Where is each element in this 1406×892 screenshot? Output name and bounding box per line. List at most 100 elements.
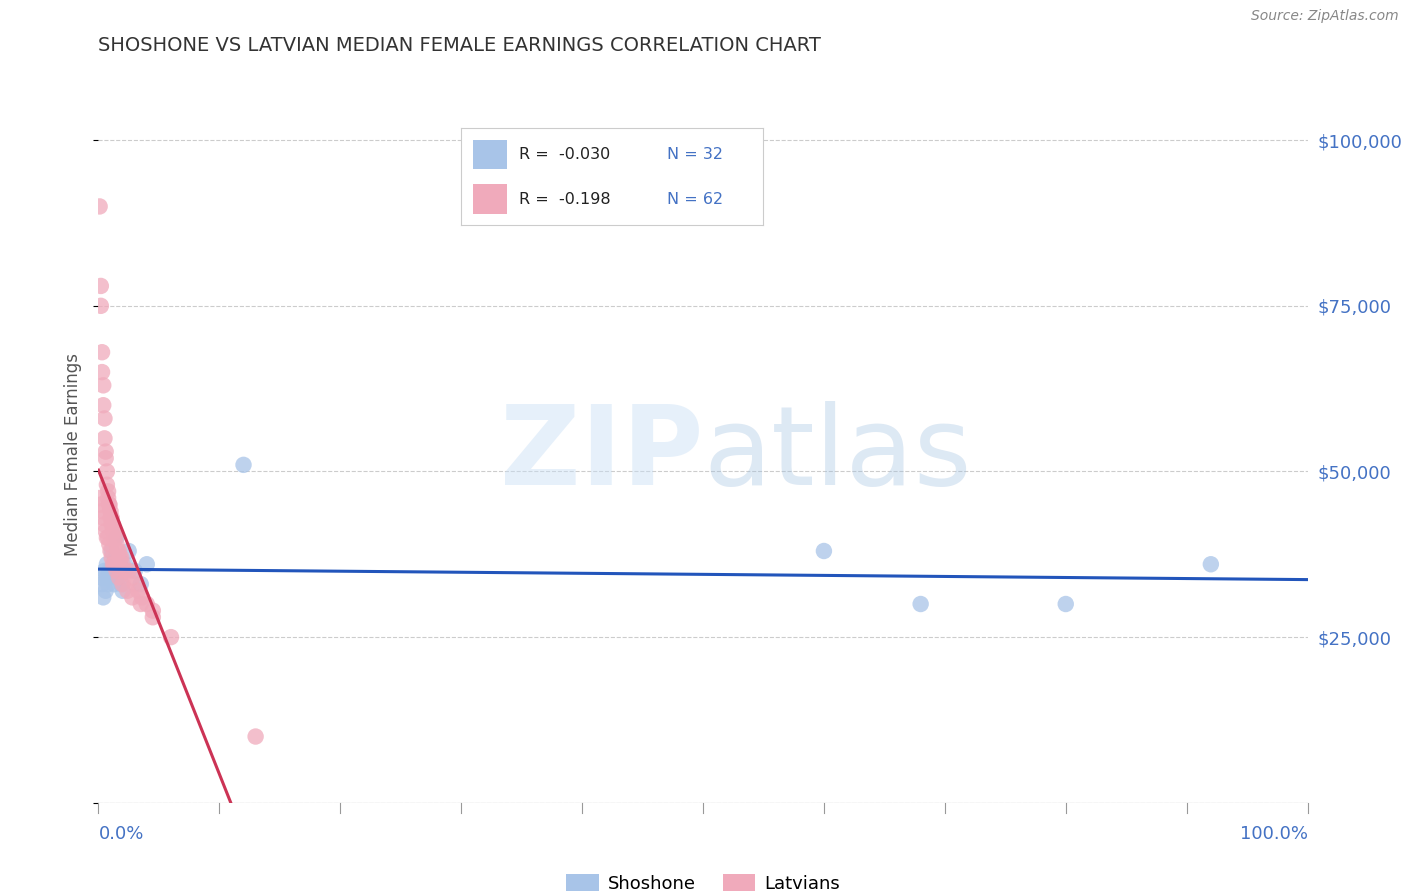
Point [96, 465, 118, 479]
Text: 100.0%: 100.0% [1240, 825, 1308, 843]
Point [103, 577, 125, 591]
Point [97, 577, 120, 591]
Point [91, 378, 114, 392]
Point [104, 550, 127, 565]
Point [111, 583, 134, 598]
Point [118, 564, 141, 578]
Point [813, 544, 835, 558]
Point [98, 498, 121, 512]
Legend: Shoshone, Latvians: Shoshone, Latvians [557, 864, 849, 892]
Point [97, 484, 120, 499]
Point [98, 564, 121, 578]
Point [96, 477, 118, 491]
Point [105, 531, 128, 545]
Point [114, 558, 136, 572]
Point [96, 531, 118, 545]
Point [91, 398, 114, 412]
Point [100, 544, 122, 558]
Text: 0.0%: 0.0% [98, 825, 143, 843]
Point [91, 591, 114, 605]
Text: atlas: atlas [703, 401, 972, 508]
Point [108, 570, 131, 584]
Point [135, 597, 157, 611]
Point [94, 451, 117, 466]
Point [108, 558, 131, 572]
Point [114, 564, 136, 578]
Point [96, 570, 118, 584]
Text: Source: ZipAtlas.com: Source: ZipAtlas.com [1251, 9, 1399, 23]
Point [129, 577, 152, 591]
Point [232, 458, 254, 472]
Point [90, 570, 112, 584]
Point [97, 491, 120, 505]
Point [101, 524, 124, 538]
Point [93, 411, 115, 425]
Point [110, 577, 132, 591]
Point [160, 630, 183, 644]
Point [103, 558, 125, 572]
Point [94, 444, 117, 458]
Point [107, 564, 129, 578]
Point [124, 564, 146, 578]
Bar [474, 185, 506, 213]
Point [94, 583, 117, 598]
Y-axis label: Median Female Earnings: Median Female Earnings [65, 353, 83, 557]
Text: N = 62: N = 62 [666, 192, 723, 207]
Point [91, 345, 114, 359]
Point [91, 504, 114, 518]
Point [90, 279, 112, 293]
Point [100, 550, 122, 565]
Point [101, 564, 124, 578]
Point [91, 511, 114, 525]
Point [93, 517, 115, 532]
Point [1054, 597, 1077, 611]
Text: ZIP: ZIP [499, 401, 703, 508]
Point [129, 597, 152, 611]
Point [135, 558, 157, 572]
Point [110, 550, 132, 565]
Text: R =  -0.198: R = -0.198 [519, 192, 610, 207]
Point [100, 570, 122, 584]
Point [108, 570, 131, 584]
Point [108, 550, 131, 565]
Point [118, 544, 141, 558]
Point [98, 498, 121, 512]
Point [100, 544, 122, 558]
Point [121, 591, 143, 605]
Point [101, 517, 124, 532]
Point [100, 511, 122, 525]
Point [93, 564, 115, 578]
Text: R =  -0.030: R = -0.030 [519, 146, 610, 161]
Point [127, 583, 149, 598]
Point [124, 577, 146, 591]
Point [90, 299, 112, 313]
Point [91, 577, 114, 591]
Text: SHOSHONE VS LATVIAN MEDIAN FEMALE EARNINGS CORRELATION CHART: SHOSHONE VS LATVIAN MEDIAN FEMALE EARNIN… [98, 36, 821, 54]
Point [104, 531, 127, 545]
Point [91, 365, 114, 379]
Point [94, 524, 117, 538]
Bar [474, 140, 506, 169]
Point [105, 564, 128, 578]
Point [105, 537, 128, 551]
Point [90, 498, 112, 512]
Point [100, 504, 122, 518]
Point [142, 610, 165, 624]
Point [111, 577, 134, 591]
Point [111, 558, 134, 572]
Text: N = 32: N = 32 [666, 146, 723, 161]
Point [1199, 558, 1222, 572]
Point [107, 544, 129, 558]
Point [142, 604, 165, 618]
Point [93, 431, 115, 445]
Point [108, 544, 131, 558]
Point [131, 591, 153, 605]
Point [97, 531, 120, 545]
Point [112, 564, 135, 578]
Point [101, 558, 124, 572]
Point [245, 730, 267, 744]
Point [103, 524, 125, 538]
Point [100, 511, 122, 525]
Point [96, 558, 118, 572]
Point [117, 583, 139, 598]
